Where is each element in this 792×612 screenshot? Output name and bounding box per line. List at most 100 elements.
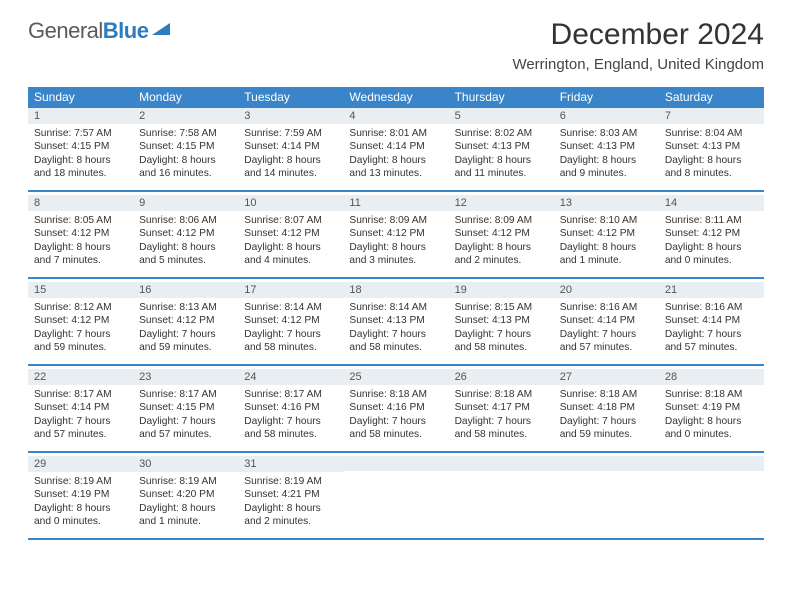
daylight-text-2: and 58 minutes.	[244, 428, 337, 441]
day-number: 8	[28, 195, 133, 211]
day-number: 3	[238, 108, 343, 124]
daylight-text-1: Daylight: 7 hours	[349, 415, 442, 428]
day-header-wednesday: Wednesday	[343, 87, 448, 108]
daylight-text-1: Daylight: 7 hours	[244, 328, 337, 341]
sunrise-text: Sunrise: 8:02 AM	[455, 127, 548, 140]
sunrise-text: Sunrise: 8:18 AM	[560, 388, 653, 401]
weeks-container: 1Sunrise: 7:57 AMSunset: 4:15 PMDaylight…	[28, 108, 764, 540]
day-cell: 20Sunrise: 8:16 AMSunset: 4:14 PMDayligh…	[554, 282, 659, 364]
daylight-text-1: Daylight: 7 hours	[455, 415, 548, 428]
sunset-text: Sunset: 4:19 PM	[665, 401, 758, 414]
sunset-text: Sunset: 4:18 PM	[560, 401, 653, 414]
sunrise-text: Sunrise: 8:14 AM	[244, 301, 337, 314]
day-number: 2	[133, 108, 238, 124]
daylight-text-2: and 3 minutes.	[349, 254, 442, 267]
day-body: Sunrise: 8:17 AMSunset: 4:15 PMDaylight:…	[133, 385, 238, 446]
daylight-text-2: and 1 minute.	[139, 515, 232, 528]
day-number: 16	[133, 282, 238, 298]
day-body: Sunrise: 8:03 AMSunset: 4:13 PMDaylight:…	[554, 124, 659, 185]
day-cell: 17Sunrise: 8:14 AMSunset: 4:12 PMDayligh…	[238, 282, 343, 364]
sunrise-text: Sunrise: 8:11 AM	[665, 214, 758, 227]
day-cell: 16Sunrise: 8:13 AMSunset: 4:12 PMDayligh…	[133, 282, 238, 364]
logo-triangle-icon	[152, 21, 172, 42]
daylight-text-2: and 58 minutes.	[349, 341, 442, 354]
day-cell: 4Sunrise: 8:01 AMSunset: 4:14 PMDaylight…	[343, 108, 448, 190]
week-row: 22Sunrise: 8:17 AMSunset: 4:14 PMDayligh…	[28, 369, 764, 453]
sunset-text: Sunset: 4:12 PM	[560, 227, 653, 240]
day-body: Sunrise: 8:09 AMSunset: 4:12 PMDaylight:…	[449, 211, 554, 272]
day-cell	[343, 456, 448, 538]
day-body: Sunrise: 8:04 AMSunset: 4:13 PMDaylight:…	[659, 124, 764, 185]
sunset-text: Sunset: 4:13 PM	[560, 140, 653, 153]
day-body: Sunrise: 8:09 AMSunset: 4:12 PMDaylight:…	[343, 211, 448, 272]
daylight-text-2: and 58 minutes.	[349, 428, 442, 441]
day-body: Sunrise: 8:11 AMSunset: 4:12 PMDaylight:…	[659, 211, 764, 272]
sunrise-text: Sunrise: 8:06 AM	[139, 214, 232, 227]
daylight-text-1: Daylight: 8 hours	[560, 154, 653, 167]
day-body: Sunrise: 8:16 AMSunset: 4:14 PMDaylight:…	[659, 298, 764, 359]
daylight-text-1: Daylight: 8 hours	[455, 154, 548, 167]
day-body: Sunrise: 8:13 AMSunset: 4:12 PMDaylight:…	[133, 298, 238, 359]
day-body: Sunrise: 8:05 AMSunset: 4:12 PMDaylight:…	[28, 211, 133, 272]
day-number: 15	[28, 282, 133, 298]
day-cell	[449, 456, 554, 538]
daylight-text-1: Daylight: 8 hours	[665, 415, 758, 428]
daylight-text-2: and 9 minutes.	[560, 167, 653, 180]
location-text: Werrington, England, United Kingdom	[512, 56, 764, 73]
day-cell	[554, 456, 659, 538]
daylight-text-1: Daylight: 8 hours	[244, 154, 337, 167]
daylight-text-2: and 58 minutes.	[455, 341, 548, 354]
day-body: Sunrise: 8:02 AMSunset: 4:13 PMDaylight:…	[449, 124, 554, 185]
sunset-text: Sunset: 4:13 PM	[349, 314, 442, 327]
day-cell: 15Sunrise: 8:12 AMSunset: 4:12 PMDayligh…	[28, 282, 133, 364]
sunrise-text: Sunrise: 8:18 AM	[455, 388, 548, 401]
daylight-text-2: and 2 minutes.	[455, 254, 548, 267]
day-cell: 29Sunrise: 8:19 AMSunset: 4:19 PMDayligh…	[28, 456, 133, 538]
day-cell: 18Sunrise: 8:14 AMSunset: 4:13 PMDayligh…	[343, 282, 448, 364]
day-header-saturday: Saturday	[659, 87, 764, 108]
daylight-text-1: Daylight: 8 hours	[34, 241, 127, 254]
sunset-text: Sunset: 4:12 PM	[244, 227, 337, 240]
daylight-text-1: Daylight: 8 hours	[455, 241, 548, 254]
day-header-row: Sunday Monday Tuesday Wednesday Thursday…	[28, 87, 764, 108]
daylight-text-2: and 11 minutes.	[455, 167, 548, 180]
day-number: 23	[133, 369, 238, 385]
daylight-text-1: Daylight: 8 hours	[34, 154, 127, 167]
daylight-text-1: Daylight: 7 hours	[34, 415, 127, 428]
day-body: Sunrise: 8:15 AMSunset: 4:13 PMDaylight:…	[449, 298, 554, 359]
daylight-text-2: and 58 minutes.	[244, 341, 337, 354]
logo-text-blue: Blue	[103, 18, 149, 43]
sunset-text: Sunset: 4:13 PM	[665, 140, 758, 153]
daylight-text-2: and 59 minutes.	[34, 341, 127, 354]
daylight-text-2: and 58 minutes.	[455, 428, 548, 441]
day-cell: 11Sunrise: 8:09 AMSunset: 4:12 PMDayligh…	[343, 195, 448, 277]
day-body: Sunrise: 8:16 AMSunset: 4:14 PMDaylight:…	[554, 298, 659, 359]
sunset-text: Sunset: 4:14 PM	[34, 401, 127, 414]
daylight-text-2: and 59 minutes.	[139, 341, 232, 354]
sunrise-text: Sunrise: 8:12 AM	[34, 301, 127, 314]
daylight-text-1: Daylight: 8 hours	[665, 241, 758, 254]
sunrise-text: Sunrise: 8:01 AM	[349, 127, 442, 140]
day-cell: 12Sunrise: 8:09 AMSunset: 4:12 PMDayligh…	[449, 195, 554, 277]
daylight-text-1: Daylight: 8 hours	[560, 241, 653, 254]
sunset-text: Sunset: 4:16 PM	[349, 401, 442, 414]
sunrise-text: Sunrise: 8:09 AM	[455, 214, 548, 227]
day-number: 18	[343, 282, 448, 298]
sunrise-text: Sunrise: 8:19 AM	[139, 475, 232, 488]
daylight-text-2: and 57 minutes.	[665, 341, 758, 354]
day-number: 14	[659, 195, 764, 211]
sunrise-text: Sunrise: 8:09 AM	[349, 214, 442, 227]
sunrise-text: Sunrise: 8:19 AM	[34, 475, 127, 488]
day-number	[659, 456, 764, 471]
daylight-text-1: Daylight: 7 hours	[139, 328, 232, 341]
day-number: 30	[133, 456, 238, 472]
day-cell: 10Sunrise: 8:07 AMSunset: 4:12 PMDayligh…	[238, 195, 343, 277]
day-number: 6	[554, 108, 659, 124]
daylight-text-2: and 13 minutes.	[349, 167, 442, 180]
sunset-text: Sunset: 4:15 PM	[34, 140, 127, 153]
sunrise-text: Sunrise: 8:13 AM	[139, 301, 232, 314]
day-number: 4	[343, 108, 448, 124]
sunset-text: Sunset: 4:15 PM	[139, 401, 232, 414]
week-row: 15Sunrise: 8:12 AMSunset: 4:12 PMDayligh…	[28, 282, 764, 366]
sunrise-text: Sunrise: 8:18 AM	[665, 388, 758, 401]
